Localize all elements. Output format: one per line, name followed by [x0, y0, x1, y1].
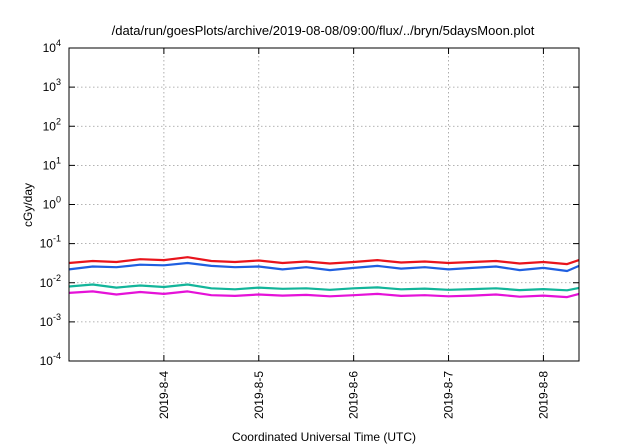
- y-tick-label: 10-4: [40, 351, 61, 368]
- x-tick-label: 2019-8-6: [347, 371, 361, 419]
- series-line-1: [68, 256, 580, 266]
- y-tick-label: 103: [43, 77, 61, 94]
- chart-title: /data/run/goesPlots/archive/2019-08-08/0…: [112, 23, 535, 38]
- y-tick-label: 102: [43, 116, 61, 133]
- series-line-4: [68, 290, 580, 299]
- ticks: 10-4 10-3 10-2 10-1 100 101 102 103 104 2019-8-4 2…: [40, 38, 579, 419]
- grid: [69, 48, 579, 361]
- y-tick-label: 10-1: [40, 234, 61, 251]
- y-tick-label: 104: [43, 38, 61, 55]
- series-line-2: [68, 261, 580, 273]
- y-tick-label: 100: [43, 195, 61, 212]
- y-axis-label: cGy/day: [21, 183, 35, 227]
- x-axis-label: Coordinated Universal Time (UTC): [232, 430, 416, 444]
- series-group: [68, 256, 580, 299]
- x-tick-label: 2019-8-8: [536, 371, 550, 419]
- x-tick-label: 2019-8-4: [157, 371, 171, 419]
- x-tick-label: 2019-8-7: [442, 371, 456, 419]
- x-tick-label: 2019-8-5: [252, 371, 266, 419]
- y-tick-label: 10-3: [40, 312, 61, 329]
- series-line-3: [68, 283, 580, 292]
- y-tick-label: 10-2: [40, 273, 61, 290]
- y-tick-label: 101: [43, 155, 61, 172]
